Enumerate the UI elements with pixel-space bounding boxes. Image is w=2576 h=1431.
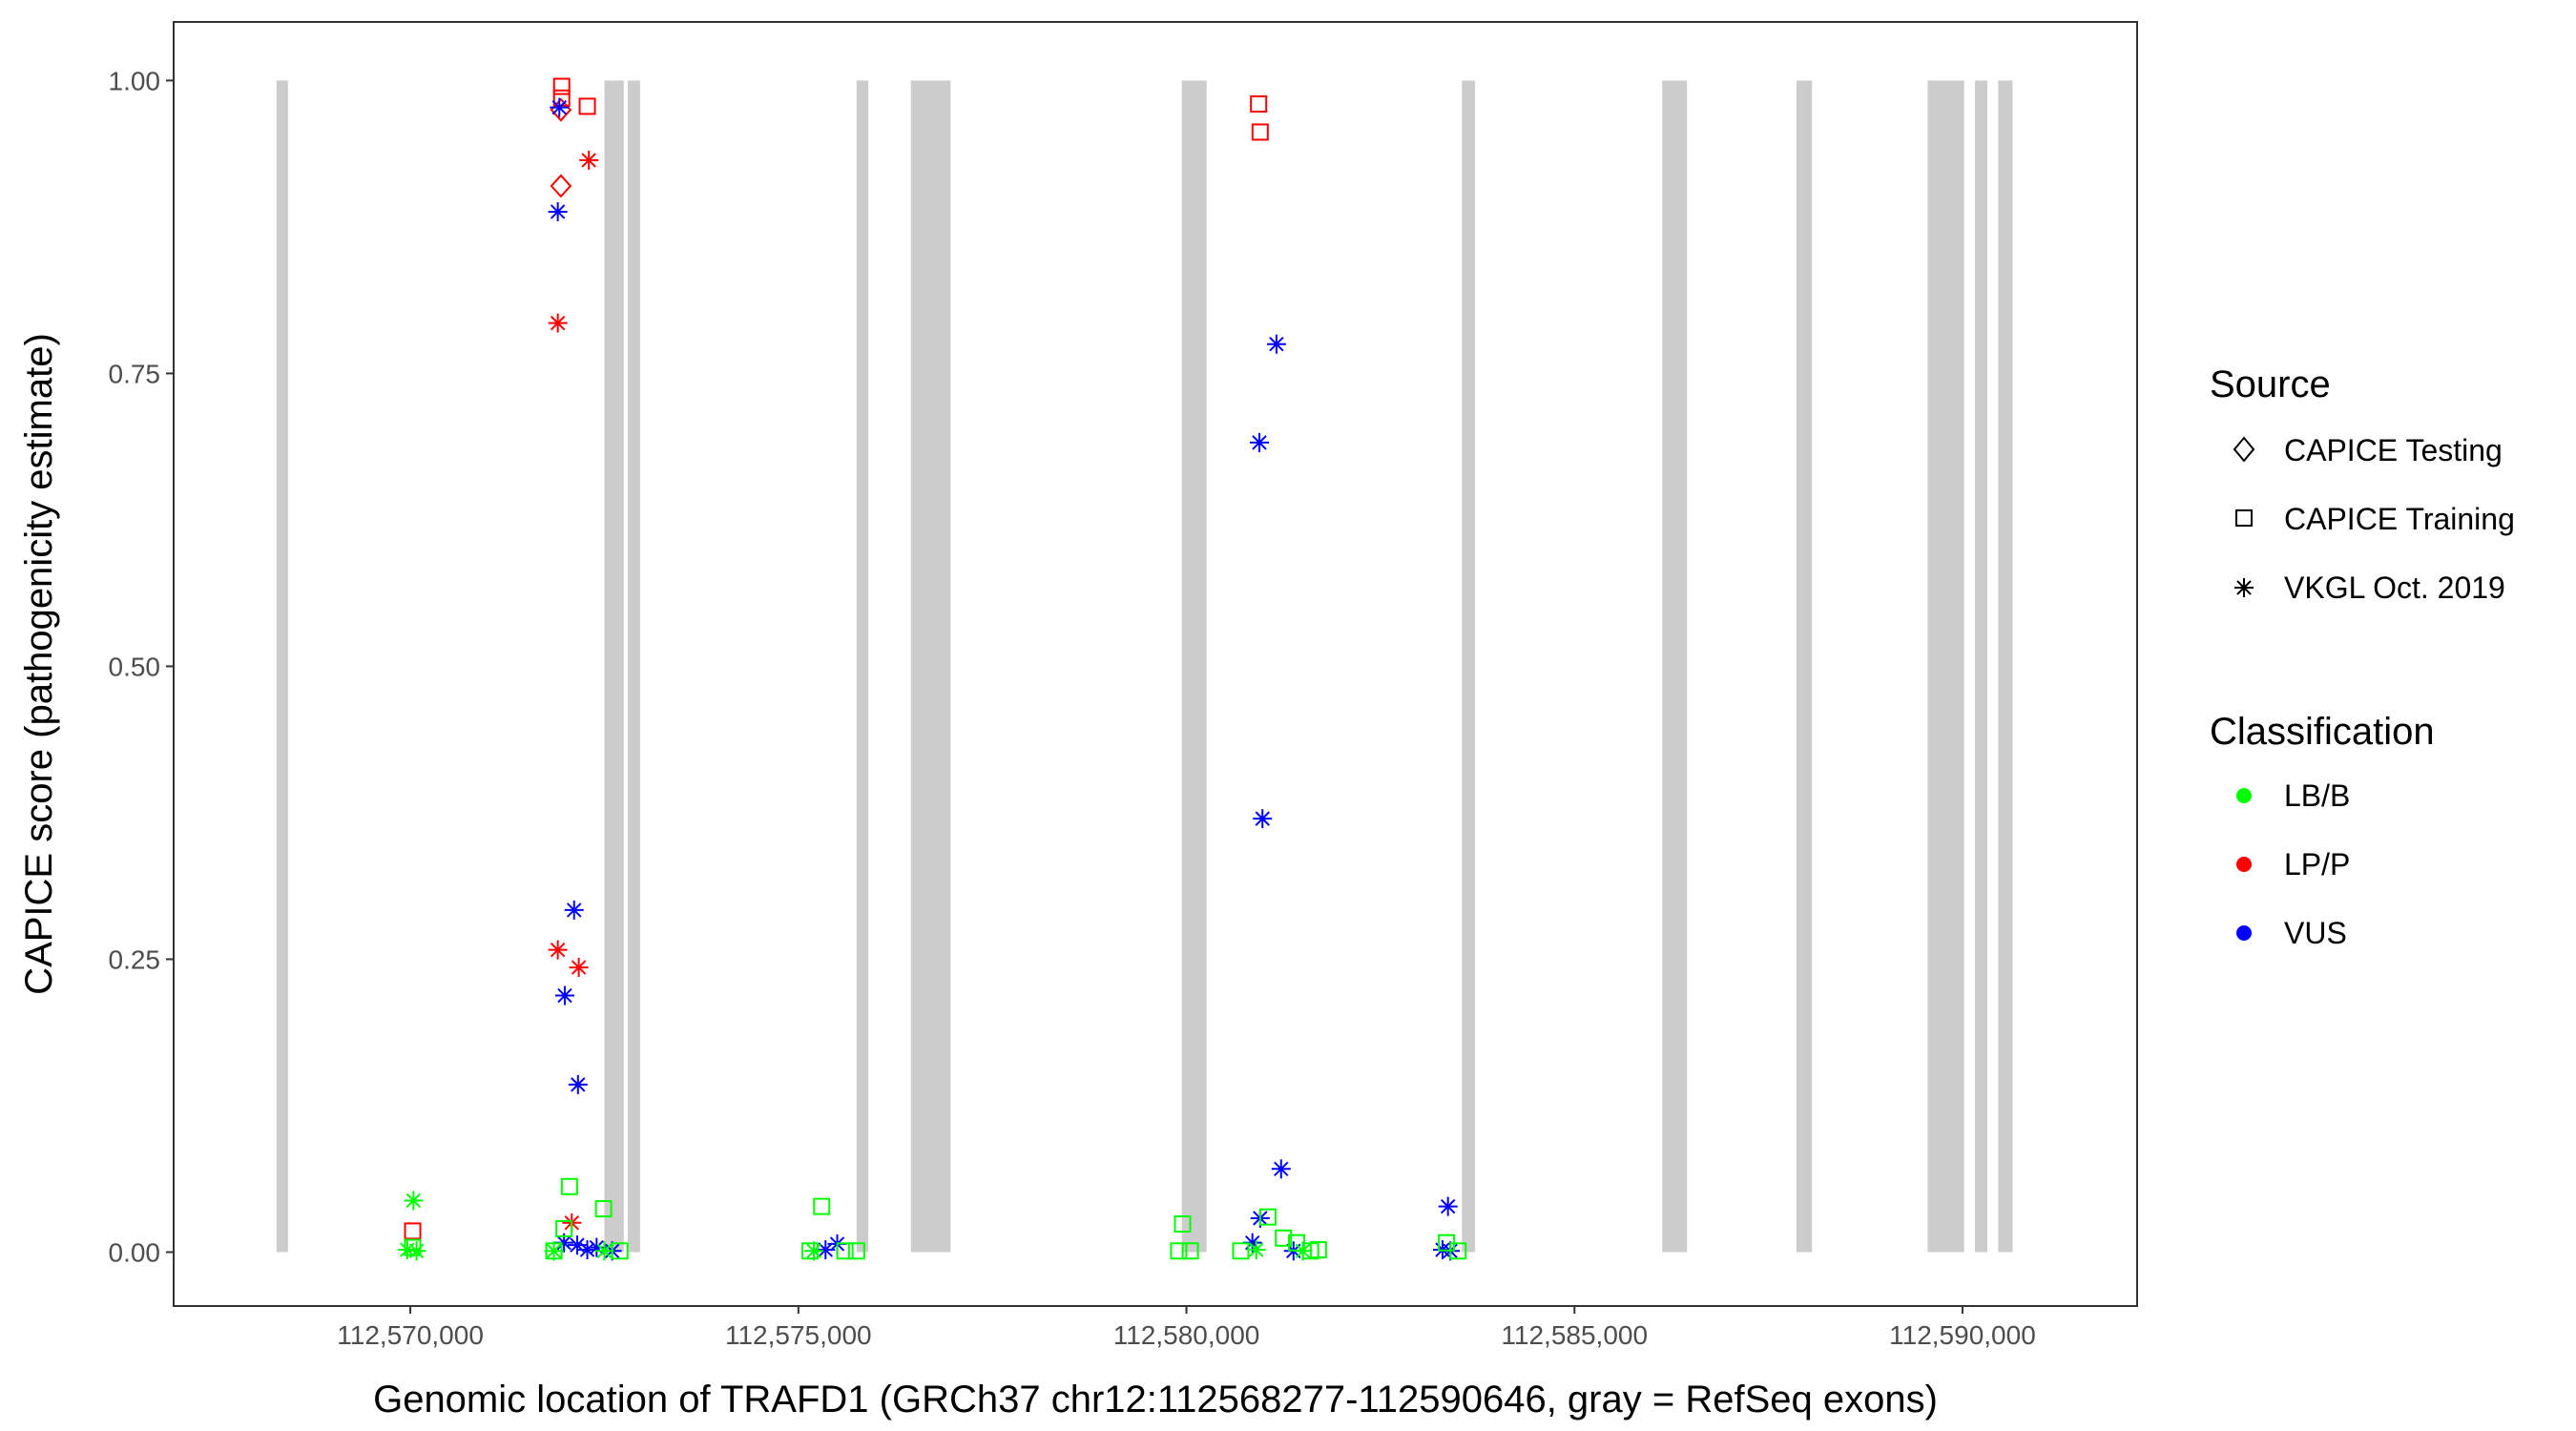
exon-band	[1181, 80, 1207, 1253]
y-axis-title: CAPICE score (pathogenicity estimate)	[18, 333, 60, 995]
asterisk-point	[1253, 809, 1273, 829]
exon-band	[910, 80, 951, 1253]
asterisk-point	[579, 150, 599, 170]
square-point	[847, 1242, 865, 1260]
legend: Source CAPICE Testing CAPICE Training VK…	[2210, 363, 2515, 950]
asterisk-point	[1438, 1196, 1458, 1216]
asterisk-point	[544, 1241, 564, 1261]
exon-band	[1998, 80, 2013, 1253]
x-tick-label: 112,570,000	[337, 1320, 484, 1350]
asterisk-point	[1266, 334, 1286, 354]
square-point	[404, 1222, 422, 1240]
square-point	[801, 1242, 820, 1260]
square-point	[1258, 1208, 1277, 1226]
plot-panel-border	[173, 21, 2138, 1307]
square-point	[1251, 123, 1269, 141]
exon-band	[856, 80, 868, 1253]
exon-bands	[276, 80, 2013, 1253]
asterisk-point	[404, 1191, 424, 1211]
y-tick-label: 0.75	[109, 359, 161, 388]
axes: 0.00 0.25 0.50 0.75 1.00 112,570,000 112,575,0…	[109, 66, 2036, 1350]
x-tick-label: 112,580,000	[1113, 1320, 1260, 1350]
asterisk-symbol-icon	[2234, 578, 2254, 597]
legend-source-title: Source	[2210, 363, 2331, 405]
legend-classification-title: Classification	[2210, 711, 2435, 753]
exon-band	[1796, 80, 1813, 1253]
x-axis-title: Genomic location of TRAFD1 (GRCh37 chr12…	[373, 1379, 1938, 1421]
square-symbol-icon	[2235, 509, 2253, 527]
asterisk-point	[1271, 1159, 1291, 1179]
asterisk-point	[1246, 1240, 1266, 1260]
diamond-symbol-icon	[2233, 436, 2255, 463]
square-point	[1232, 1242, 1250, 1260]
exon-band	[1662, 80, 1688, 1253]
diamond-point	[550, 174, 572, 198]
asterisk-point	[548, 201, 568, 221]
asterisk-point	[587, 1237, 607, 1257]
square-point	[1275, 1229, 1293, 1247]
exon-band	[627, 80, 640, 1253]
square-point	[1449, 1242, 1467, 1260]
legend-item-capice-training: CAPICE Training	[2235, 502, 2515, 536]
exon-band	[1462, 80, 1476, 1253]
asterisk-point	[568, 1074, 588, 1094]
square-point	[1309, 1241, 1327, 1259]
square-point	[1250, 94, 1268, 113]
legend-item-vkgl: VKGL Oct. 2019	[2234, 570, 2505, 605]
legend-label-capice-training: CAPICE Training	[2284, 502, 2515, 536]
asterisk-point	[550, 97, 570, 117]
legend-item-lb-b: LB/B	[2236, 778, 2350, 813]
asterisk-point	[406, 1241, 426, 1261]
exon-band	[1975, 80, 1987, 1253]
square-point	[836, 1242, 854, 1260]
legend-label-lb-b: LB/B	[2284, 778, 2350, 813]
asterisk-point	[554, 985, 574, 1006]
y-tick-label: 0.50	[109, 652, 161, 681]
exon-band	[604, 80, 624, 1253]
square-point	[555, 1219, 573, 1237]
asterisk-point	[397, 1240, 417, 1260]
square-point	[611, 1242, 629, 1260]
legend-label-capice-testing: CAPICE Testing	[2284, 433, 2503, 467]
legend-label-vkgl: VKGL Oct. 2019	[2284, 570, 2505, 605]
square-point	[813, 1197, 831, 1215]
green-dot-icon	[2236, 788, 2252, 803]
legend-item-capice-testing: CAPICE Testing	[2233, 433, 2503, 467]
x-tick-label: 112,575,000	[725, 1320, 872, 1350]
x-tick-label: 112,590,000	[1889, 1320, 2036, 1350]
asterisk-point	[577, 1240, 597, 1260]
square-point	[404, 1238, 422, 1256]
square-point	[1181, 1242, 1199, 1260]
square-point	[578, 97, 596, 115]
y-tick-label: 1.00	[109, 66, 161, 95]
square-point	[545, 1242, 563, 1260]
legend-label-vus: VUS	[2284, 916, 2347, 950]
x-tick-label: 112,585,000	[1501, 1320, 1648, 1350]
exon-band	[276, 80, 288, 1253]
asterisk-point	[548, 940, 568, 960]
red-dot-icon	[2236, 857, 2252, 872]
legend-item-vus: VUS	[2236, 916, 2347, 950]
asterisk-point	[1250, 432, 1270, 452]
asterisk-point	[548, 313, 568, 333]
asterisk-point	[594, 1241, 614, 1261]
asterisk-point	[569, 958, 589, 978]
legend-label-lp-p: LP/P	[2284, 847, 2350, 881]
exon-band	[1927, 80, 1964, 1253]
square-point	[1174, 1215, 1192, 1234]
y-tick-label: 0.25	[109, 944, 161, 974]
square-point	[552, 77, 571, 95]
asterisk-point	[564, 900, 584, 920]
square-point	[594, 1200, 613, 1218]
legend-item-lp-p: LP/P	[2236, 847, 2350, 881]
y-tick-label: 0.00	[109, 1238, 161, 1268]
asterisk-point	[816, 1240, 836, 1260]
square-point	[1170, 1242, 1188, 1260]
blue-dot-icon	[2236, 925, 2252, 941]
square-point	[560, 1177, 578, 1195]
data-points	[397, 77, 1467, 1261]
